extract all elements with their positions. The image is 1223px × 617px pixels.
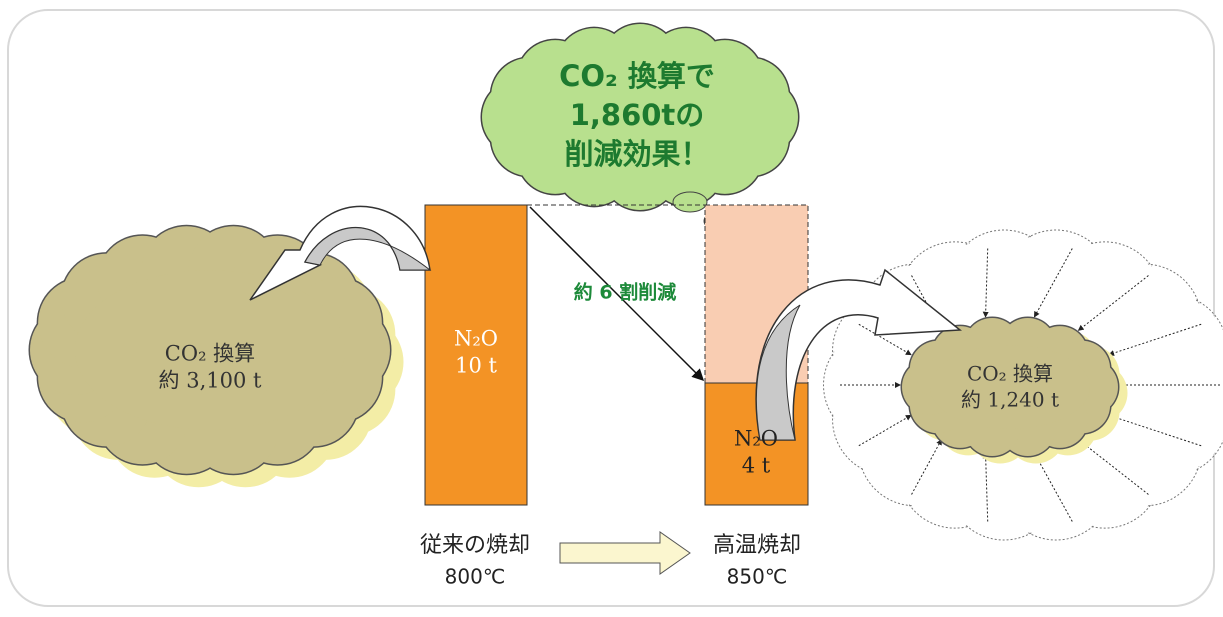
after-bar-line: 4 t <box>742 454 771 478</box>
inward-arrow <box>1108 323 1202 356</box>
after-temp: 850℃ <box>727 565 788 589</box>
right-cloud-line: 約 1,240 t <box>961 388 1059 412</box>
left-cloud-line: CO₂ 換算 <box>165 342 255 366</box>
left-cloud-line: 約 3,100 t <box>159 369 262 393</box>
bubble-line: CO₂ 換算で <box>559 59 715 93</box>
before-bar <box>424 204 528 506</box>
right-curved-arrow-shade <box>755 304 801 441</box>
inward-arrow <box>982 452 989 522</box>
inward-arrow <box>1077 275 1149 331</box>
thought-bubble <box>672 191 708 213</box>
left-curved-arrow-shade <box>304 227 432 271</box>
transition-arrow <box>559 531 691 575</box>
bubble-line: 削減効果！ <box>564 137 709 171</box>
cloud-core <box>520 62 760 172</box>
cloud-core <box>75 270 345 430</box>
inward-arrow <box>1077 439 1149 495</box>
cloud-core <box>930 345 1090 429</box>
before-temp: 800℃ <box>445 565 506 589</box>
reduction-arrow <box>529 206 705 382</box>
inward-arrow <box>1033 452 1073 522</box>
inward-arrow <box>1108 414 1202 447</box>
after-label: 高温焼却 <box>713 533 801 558</box>
before-bar-line: N₂O <box>454 327 498 351</box>
right-cloud-line: CO₂ 換算 <box>967 362 1053 386</box>
reduction-label: 約 6 割削減 <box>574 281 676 304</box>
before-label: 従来の焼却 <box>420 533 530 558</box>
right-curved-arrow <box>755 268 962 441</box>
inward-arrow <box>982 248 989 318</box>
inward-arrow <box>1033 248 1073 318</box>
after-bar-line: N₂O <box>734 427 778 451</box>
cloud <box>900 316 1120 458</box>
bubble-line: 1,860tの <box>570 98 705 132</box>
before-bar-line: 10 t <box>455 354 497 378</box>
cloud <box>480 22 800 212</box>
